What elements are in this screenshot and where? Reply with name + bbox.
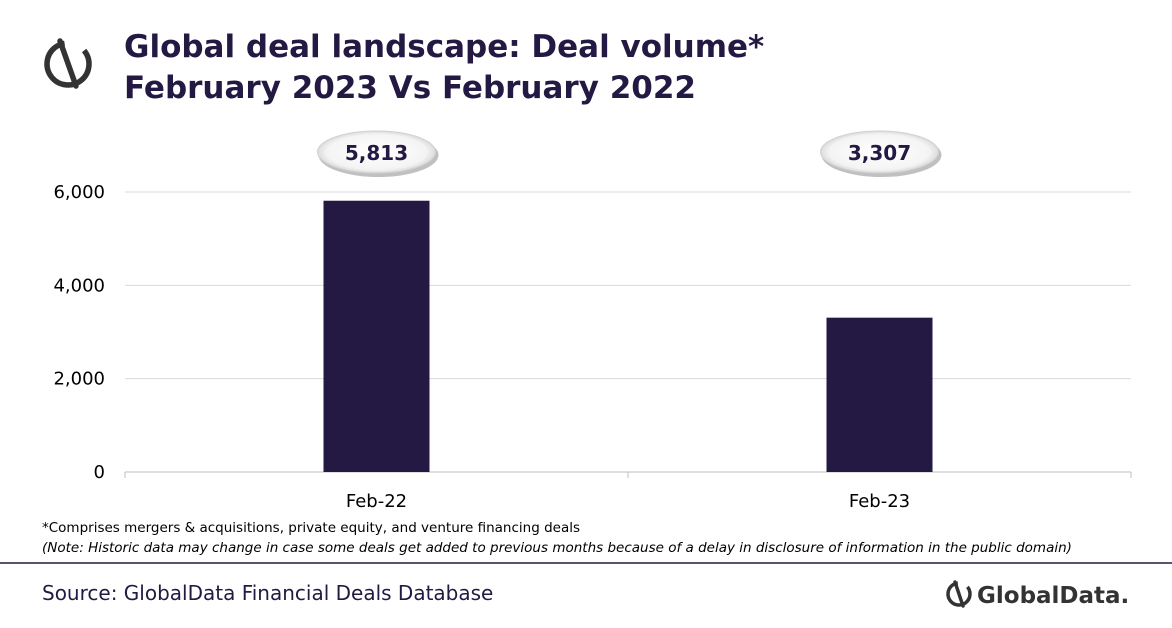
data-label-callout: 5,813 <box>317 130 439 177</box>
footnote: *Comprises mergers & acquisitions, priva… <box>42 520 580 536</box>
y-tick-label: 4,000 <box>53 275 105 296</box>
y-tick-label: 0 <box>94 462 105 483</box>
logo-icon <box>44 38 92 89</box>
gridlines <box>124 191 1132 478</box>
brand-logo: GlobalData. <box>946 580 1129 609</box>
brand-logo-icon <box>946 580 972 608</box>
data-label: 3,307 <box>848 141 911 165</box>
x-category-label: Feb-22 <box>346 491 407 512</box>
x-category-label: Feb-23 <box>849 491 910 512</box>
bar-feb-22 <box>323 200 430 472</box>
callout-bubble <box>820 130 939 174</box>
x-axis: Feb-22 Feb-23 <box>346 491 910 512</box>
data-labels: 5,813 3,307 <box>317 130 942 177</box>
y-tick-label: 6,000 <box>53 182 105 203</box>
data-label-callout: 3,307 <box>820 130 942 177</box>
y-axis: 0 2,000 4,000 6,000 <box>53 182 105 483</box>
source-text: Source: GlobalData Financial Deals Datab… <box>42 581 493 605</box>
chart-title-line1: Global deal landscape: Deal volume* <box>124 29 764 65</box>
data-label: 5,813 <box>345 141 408 165</box>
chart-title-line2: February 2023 Vs February 2022 <box>124 70 696 106</box>
y-tick-label: 2,000 <box>53 369 105 390</box>
bar-feb-23 <box>826 317 933 472</box>
brand-name: GlobalData. <box>977 583 1129 609</box>
callout-bubble <box>317 130 436 174</box>
note: (Note: Historic data may change in case … <box>42 540 1072 556</box>
bars <box>323 200 933 472</box>
